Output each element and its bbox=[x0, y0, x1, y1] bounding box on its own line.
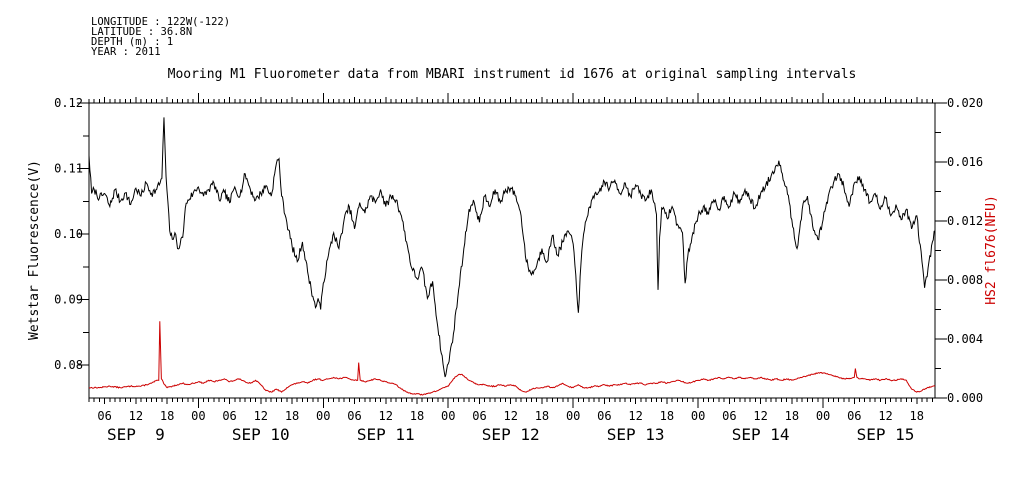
y-right-axis-title: HS2 fl676(NFU) bbox=[984, 195, 999, 305]
metadata-latitude: LATITUDE : 36.8N bbox=[91, 26, 192, 38]
station-metadata: LONGITUDE : 122W(-122) LATITUDE : 36.8N … bbox=[91, 16, 230, 58]
metadata-depth: DEPTH (m) : 1 bbox=[91, 36, 173, 48]
x-axis-hour-label: 00 bbox=[691, 409, 705, 423]
metadata-year: YEAR : 2011 bbox=[91, 46, 161, 58]
y-right-tick-label: 0.000 bbox=[947, 391, 983, 405]
y-left-tick-label: 0.12 bbox=[54, 96, 83, 110]
x-axis-hour-label: 00 bbox=[316, 409, 330, 423]
x-axis-hour-label: 06 bbox=[472, 409, 486, 423]
y-left-tick-label: 0.08 bbox=[54, 358, 83, 372]
x-axis-hour-label: 00 bbox=[441, 409, 455, 423]
chart-title: Mooring M1 Fluorometer data from MBARI i… bbox=[168, 67, 857, 82]
y-right-tick-label: 0.004 bbox=[947, 332, 983, 346]
y-left-tick-label: 0.09 bbox=[54, 293, 83, 307]
x-axis-hour-label: 18 bbox=[785, 409, 799, 423]
x-axis-hour-label: 06 bbox=[347, 409, 361, 423]
x-axis-hour-label: 18 bbox=[285, 409, 299, 423]
y-left-tick-label: 0.10 bbox=[54, 227, 83, 241]
x-axis-hour-label: 06 bbox=[222, 409, 236, 423]
x-axis-day-label: SEP 10 bbox=[232, 425, 290, 444]
x-axis-hour-label: 00 bbox=[191, 409, 205, 423]
x-axis-day-label: SEP 12 bbox=[482, 425, 540, 444]
x-axis-hour-label: 18 bbox=[535, 409, 549, 423]
x-axis-hour-label: 18 bbox=[910, 409, 924, 423]
x-axis-day-label: SEP 14 bbox=[732, 425, 790, 444]
y-left-tick-label: 0.11 bbox=[54, 162, 83, 176]
x-axis-hour-label: 06 bbox=[722, 409, 736, 423]
generated-chart-content: 06 12 18 00 06 12 18 00 06 12 18 00 06 12 18 00 06 12 18 00… bbox=[54, 93, 983, 444]
x-axis-hour-label: 12 bbox=[254, 409, 268, 423]
y-right-tick-label: 0.012 bbox=[947, 214, 983, 228]
plot-frame bbox=[88, 102, 936, 399]
metadata-longitude: LONGITUDE : 122W(-122) bbox=[91, 16, 230, 28]
x-axis-hour-label: 18 bbox=[160, 409, 174, 423]
y-right-tick-label: 0.016 bbox=[947, 155, 983, 169]
y-right-tick-label: 0.020 bbox=[947, 96, 983, 110]
x-axis-hour-label: 18 bbox=[410, 409, 424, 423]
y-left-axis-title: Wetstar Fluorescence(V) bbox=[27, 160, 42, 340]
series-line-wetstar bbox=[88, 117, 936, 378]
x-axis-hour-label: 06 bbox=[847, 409, 861, 423]
x-axis-hour-label: 00 bbox=[816, 409, 830, 423]
x-axis-hour-label: 06 bbox=[597, 409, 611, 423]
series-line-hs2 bbox=[88, 321, 936, 396]
x-axis-day-label: SEP 9 bbox=[107, 425, 165, 444]
x-axis-day-label: SEP 11 bbox=[357, 425, 415, 444]
x-axis-hour-label: 06 bbox=[97, 409, 111, 423]
x-axis-hour-label: 12 bbox=[503, 409, 517, 423]
x-axis-day-label: SEP 13 bbox=[607, 425, 665, 444]
x-axis-hour-label: 12 bbox=[628, 409, 642, 423]
x-axis-day-label: SEP 15 bbox=[857, 425, 915, 444]
x-axis-hour-label: 12 bbox=[129, 409, 143, 423]
x-axis-hour-label: 12 bbox=[878, 409, 892, 423]
x-axis-hour-label: 12 bbox=[753, 409, 767, 423]
x-axis-hour-label: 18 bbox=[660, 409, 674, 423]
x-axis-hour-label: 12 bbox=[379, 409, 393, 423]
y-right-tick-label: 0.008 bbox=[947, 273, 983, 287]
x-axis-hour-label: 00 bbox=[566, 409, 580, 423]
